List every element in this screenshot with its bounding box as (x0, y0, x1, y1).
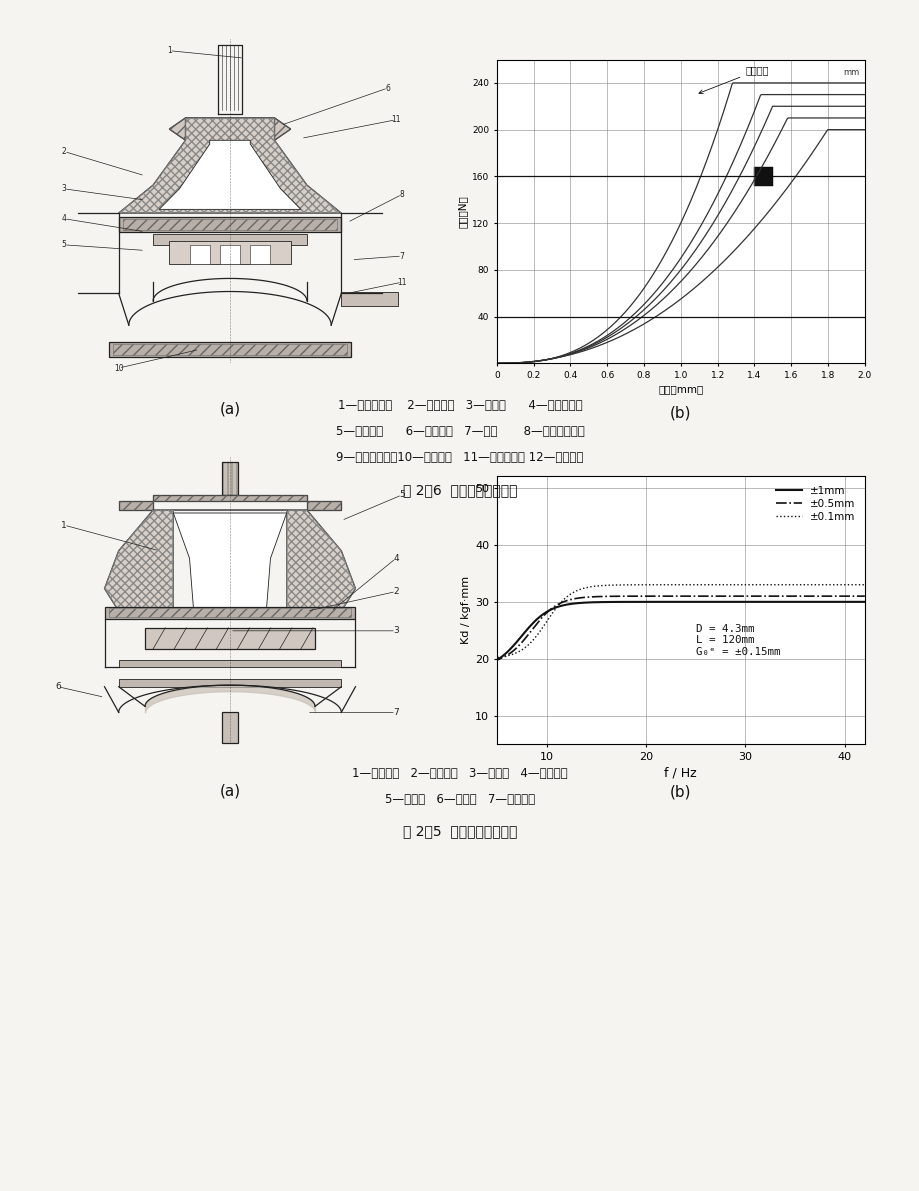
Text: 图 2－5  解耦盘式液力悬置: 图 2－5 解耦盘式液力悬置 (403, 824, 516, 838)
Text: mm: mm (842, 68, 858, 76)
±1mm (694, 594, 705, 609)
FancyBboxPatch shape (189, 245, 210, 263)
Text: D = 4.3mm
L = 120mm
G₀ᵉ = ±0.15mm: D = 4.3mm L = 120mm G₀ᵉ = ±0.15mm (695, 624, 779, 657)
Text: 11: 11 (391, 116, 401, 124)
Text: 5: 5 (62, 241, 66, 249)
±1mm (451, 662, 462, 676)
±1mm (647, 594, 658, 609)
Text: 10: 10 (114, 363, 123, 373)
±0.5mm (785, 590, 796, 604)
Text: 11: 11 (397, 278, 406, 287)
±1mm (785, 594, 796, 609)
Text: 4: 4 (62, 214, 66, 223)
Text: 3: 3 (392, 626, 399, 635)
±0.5mm (451, 657, 462, 672)
±0.5mm (672, 590, 683, 604)
Text: 使用范围: 使用范围 (698, 66, 768, 94)
Text: 2: 2 (62, 146, 66, 156)
Text: 5—慣性通道      6—金属骨架   7—底座       8—下慣性通道体: 5—慣性通道 6—金属骨架 7—底座 8—下慣性通道体 (335, 425, 584, 438)
Text: 2: 2 (392, 587, 398, 596)
±1mm (858, 594, 869, 609)
Text: (b): (b) (669, 785, 691, 799)
±0.5mm (694, 590, 705, 604)
Y-axis label: 弹力（N）: 弹力（N） (458, 195, 467, 227)
FancyBboxPatch shape (250, 245, 270, 263)
Text: 1: 1 (61, 520, 67, 530)
X-axis label: f / Hz: f / Hz (664, 766, 697, 779)
±0.1mm (647, 578, 658, 592)
FancyBboxPatch shape (108, 342, 351, 357)
Text: 9—上慣性通道体10—橡胶底膜   11—橡胶主簧座 12—橡胶主簧: 9—上慣性通道体10—橡胶底膜 11—橡胶主簧座 12—橡胶主簧 (336, 451, 583, 464)
Y-axis label: Kd / kgf·mm: Kd / kgf·mm (460, 576, 471, 644)
Text: 4: 4 (392, 554, 398, 563)
FancyBboxPatch shape (221, 462, 238, 495)
Polygon shape (119, 118, 341, 213)
Text: 6: 6 (385, 83, 390, 93)
Text: (a): (a) (220, 784, 240, 799)
±0.5mm (644, 590, 655, 604)
±0.1mm (644, 578, 655, 592)
Polygon shape (173, 513, 287, 610)
FancyBboxPatch shape (153, 233, 307, 245)
Text: 5: 5 (399, 491, 404, 499)
FancyBboxPatch shape (221, 712, 238, 743)
FancyBboxPatch shape (119, 217, 341, 232)
±1mm (672, 594, 683, 609)
±0.1mm (694, 578, 705, 592)
±1mm (644, 594, 655, 609)
±0.1mm (848, 578, 859, 592)
±0.5mm (848, 590, 859, 604)
±1mm (848, 594, 859, 609)
Text: 8: 8 (399, 189, 404, 199)
Text: 1: 1 (166, 46, 172, 55)
±0.5mm (858, 590, 869, 604)
Text: 图 2－6  解耦膜式液力悬置: 图 2－6 解耦膜式液力悬置 (403, 482, 516, 497)
±0.1mm (785, 578, 796, 592)
FancyBboxPatch shape (119, 660, 341, 667)
±0.1mm (858, 578, 869, 592)
FancyBboxPatch shape (169, 241, 290, 263)
Text: 6: 6 (55, 682, 61, 691)
Line: ±0.1mm: ±0.1mm (457, 585, 864, 659)
FancyBboxPatch shape (145, 628, 314, 649)
Legend: ±1mm, ±0.5mm, ±0.1mm: ±1mm, ±0.5mm, ±0.1mm (771, 481, 858, 526)
Text: (b): (b) (669, 406, 691, 420)
Polygon shape (159, 141, 301, 210)
Text: 7: 7 (399, 251, 404, 261)
Text: 1—橡胶主簧   2—分离隔板   3—上液室   4—慣性通道: 1—橡胶主簧 2—分离隔板 3—上液室 4—慣性通道 (352, 767, 567, 780)
Text: 3: 3 (62, 185, 66, 193)
±0.5mm (647, 590, 658, 604)
Line: ±0.5mm: ±0.5mm (457, 597, 864, 665)
Line: ±1mm: ±1mm (457, 601, 864, 669)
X-axis label: 变形（mm）: 变形（mm） (657, 384, 703, 394)
Polygon shape (105, 510, 355, 616)
Text: (a): (a) (220, 401, 240, 417)
Text: 7: 7 (392, 707, 399, 717)
Polygon shape (119, 495, 341, 510)
FancyBboxPatch shape (119, 679, 341, 687)
Text: 1—螺纹连接杆    2—限位挡板   3—橡胶膜      4—盘状加强圈: 1—螺纹连接杆 2—限位挡板 3—橡胶膜 4—盘状加强圈 (337, 399, 582, 412)
Polygon shape (169, 118, 290, 141)
Text: 5—解耦盘   6—下液室   7—橡胶底膜: 5—解耦盘 6—下液室 7—橡胶底膜 (384, 793, 535, 806)
FancyBboxPatch shape (105, 606, 355, 619)
±0.1mm (672, 578, 683, 592)
FancyBboxPatch shape (754, 167, 772, 186)
±0.1mm (451, 651, 462, 666)
FancyBboxPatch shape (341, 292, 398, 306)
FancyBboxPatch shape (220, 245, 240, 263)
